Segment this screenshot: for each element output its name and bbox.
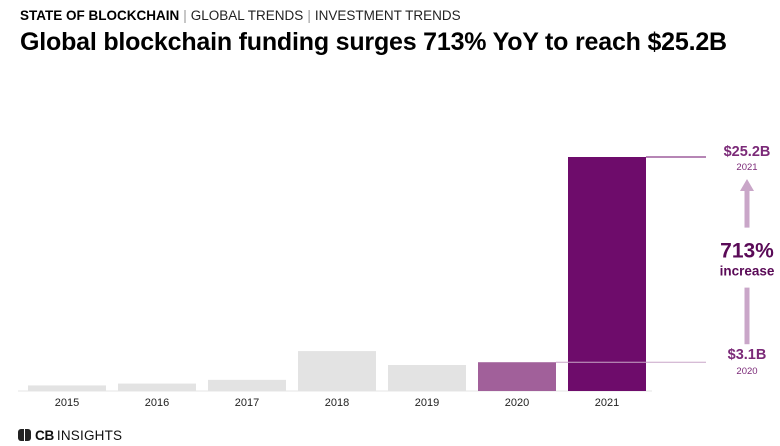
top-value-label: $25.2B bbox=[724, 144, 771, 160]
bottom-value-label: $3.1B bbox=[728, 347, 767, 363]
arrow-shaft-upper bbox=[744, 190, 750, 228]
breadcrumb-separator: | bbox=[307, 8, 311, 23]
cb-insights-logo: CB INSIGHTS bbox=[18, 427, 123, 443]
page-title: Global blockchain funding surges 713% Yo… bbox=[20, 28, 727, 56]
bottom-year-label: 2020 bbox=[736, 366, 757, 377]
x-tick-label: 2020 bbox=[505, 397, 529, 409]
x-tick-label: 2019 bbox=[415, 397, 439, 409]
change-percent-label: 713% bbox=[720, 240, 774, 263]
bar-2015 bbox=[28, 385, 106, 391]
logo-cb-text: CB bbox=[35, 427, 54, 443]
bar-2021 bbox=[568, 157, 646, 391]
top-year-label: 2021 bbox=[736, 162, 757, 173]
bar-2020 bbox=[478, 362, 556, 391]
x-tick-label: 2015 bbox=[55, 397, 79, 409]
x-tick-label: 2016 bbox=[145, 397, 169, 409]
change-caption-label: increase bbox=[720, 264, 775, 279]
x-tick-label: 2021 bbox=[595, 397, 619, 409]
logo-mark-icon bbox=[18, 429, 32, 441]
breadcrumb: STATE OF BLOCKCHAIN | GLOBAL TRENDS | INVEST… bbox=[20, 8, 461, 23]
breadcrumb-item: GLOBAL TRENDS bbox=[190, 8, 304, 23]
breadcrumb-item: STATE OF BLOCKCHAIN bbox=[20, 8, 180, 23]
x-tick-label: 2018 bbox=[325, 397, 349, 409]
bar-2016 bbox=[118, 383, 196, 391]
arrow-head-icon bbox=[740, 179, 754, 191]
x-tick-label: 2017 bbox=[235, 397, 259, 409]
bar-2017 bbox=[208, 379, 286, 391]
bar-2019 bbox=[388, 365, 466, 391]
arrow-shaft-lower bbox=[744, 287, 750, 345]
logo-insights-text: INSIGHTS bbox=[56, 427, 123, 443]
bar-2018 bbox=[298, 351, 376, 391]
breadcrumb-separator: | bbox=[183, 8, 187, 23]
breadcrumb-item: INVESTMENT TRENDS bbox=[314, 8, 461, 23]
